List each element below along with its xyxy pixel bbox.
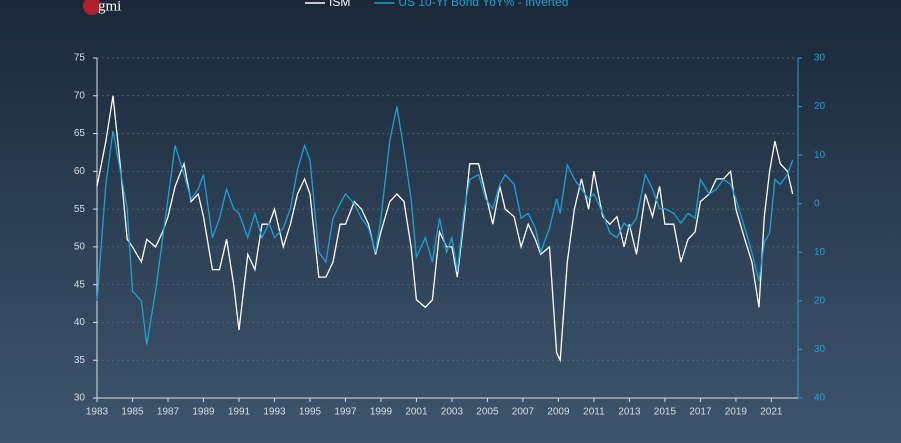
y2-tick-label: 10 bbox=[814, 150, 826, 161]
y-tick-label: 70 bbox=[74, 90, 86, 101]
y2-tick-label: 30 bbox=[814, 344, 826, 355]
x-tick-label: 1991 bbox=[228, 407, 251, 418]
y-tick-label: 35 bbox=[74, 355, 86, 366]
y2-tick-label: 20 bbox=[814, 295, 826, 306]
x-tick-label: 2009 bbox=[547, 407, 570, 418]
y-tick-label: 55 bbox=[74, 204, 86, 215]
series-line bbox=[96, 106, 794, 345]
y-tick-label: 75 bbox=[74, 53, 86, 64]
x-tick-label: 2011 bbox=[583, 407, 605, 418]
y2-tick-label: 20 bbox=[814, 101, 826, 112]
x-tick-label: 2021 bbox=[760, 407, 783, 418]
y2-tick-label: 40 bbox=[814, 393, 826, 404]
series-line bbox=[96, 95, 794, 363]
x-tick-label: 1987 bbox=[157, 407, 180, 418]
logo: gmi bbox=[98, 0, 121, 14]
logo-mark bbox=[83, 0, 101, 15]
legend-label: ISM bbox=[329, 0, 350, 9]
x-tick-label: 1983 bbox=[86, 407, 109, 418]
x-tick-label: 1989 bbox=[192, 407, 215, 418]
y-tick-label: 40 bbox=[74, 317, 86, 328]
y-tick-label: 45 bbox=[74, 279, 86, 290]
x-tick-label: 1995 bbox=[299, 407, 322, 418]
x-tick-label: 2015 bbox=[654, 407, 677, 418]
legend: ISM US 10-Yr Bond YoY% - Inverted bbox=[305, 0, 568, 9]
x-tick-label: 2019 bbox=[725, 407, 748, 418]
y-tick-label: 60 bbox=[74, 166, 86, 177]
x-tick-label: 2001 bbox=[405, 407, 428, 418]
x-tick-label: 1985 bbox=[121, 407, 144, 418]
x-tick-label: 1999 bbox=[370, 407, 393, 418]
y2-tick-label: 10 bbox=[814, 247, 826, 258]
y-tick-label: 50 bbox=[74, 242, 86, 253]
y-tick-label: 30 bbox=[74, 393, 86, 404]
legend-label: US 10-Yr Bond YoY% - Inverted bbox=[398, 0, 568, 9]
x-tick-label: 2007 bbox=[512, 407, 535, 418]
y2-tick-label: 30 bbox=[814, 53, 826, 64]
x-tick-label: 2017 bbox=[689, 407, 712, 418]
y2-tick-label: 0 bbox=[814, 198, 820, 209]
x-tick-label: 1993 bbox=[263, 407, 286, 418]
x-tick-label: 2005 bbox=[476, 407, 499, 418]
x-tick-label: 2003 bbox=[441, 407, 464, 418]
x-tick-label: 1997 bbox=[334, 407, 357, 418]
y-tick-label: 65 bbox=[74, 128, 86, 139]
x-tick-label: 2013 bbox=[618, 407, 641, 418]
